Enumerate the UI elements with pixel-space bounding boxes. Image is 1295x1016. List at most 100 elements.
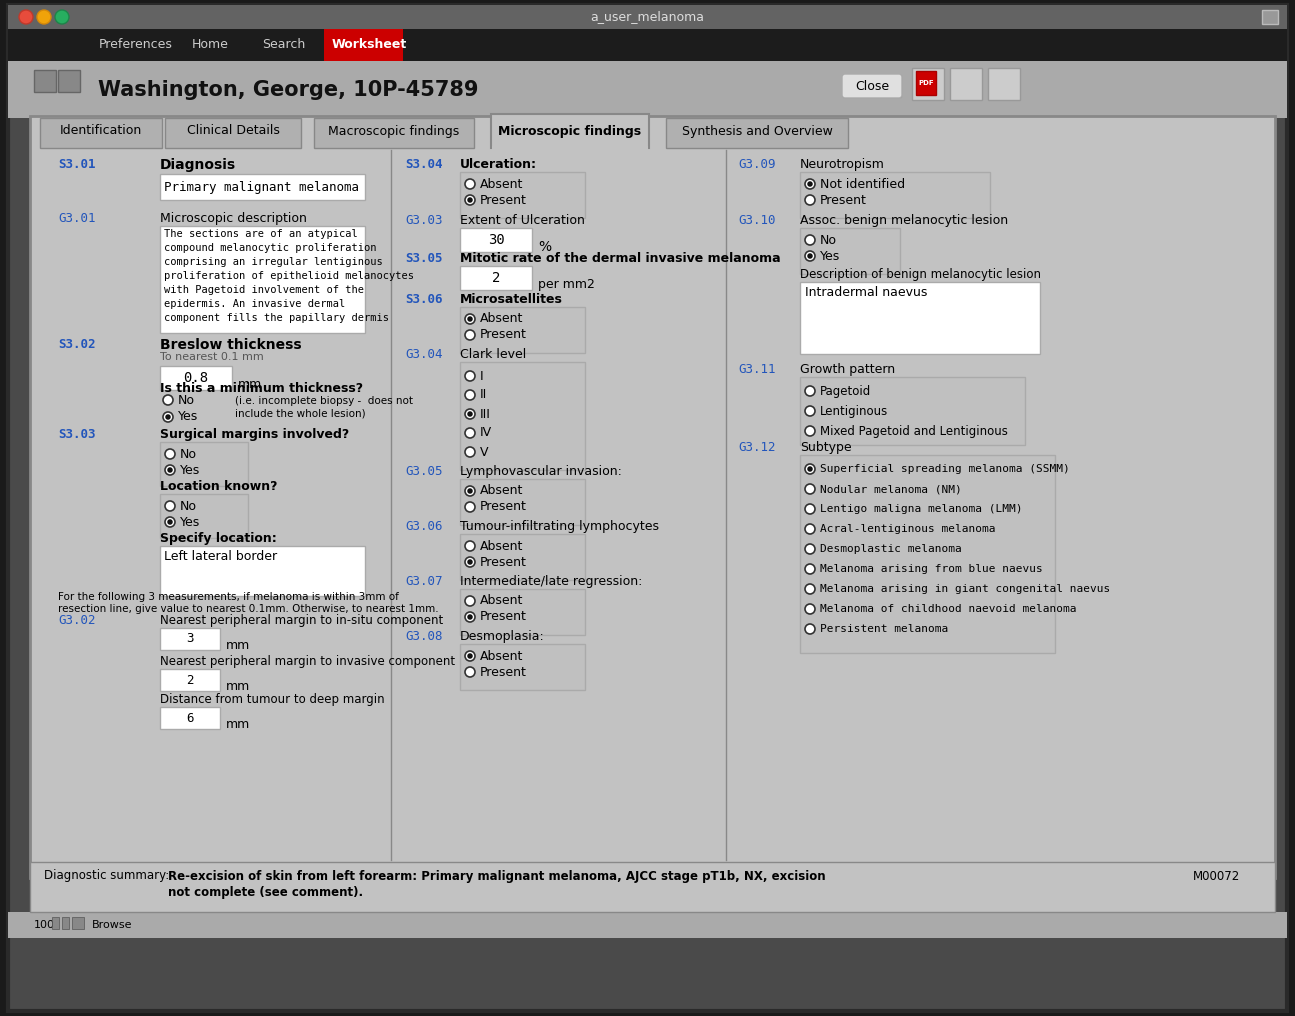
Text: Specify location:: Specify location: [161,532,277,545]
Circle shape [38,10,51,24]
Text: Synthesis and Overview: Synthesis and Overview [681,125,833,137]
Circle shape [805,386,815,396]
Circle shape [465,596,475,606]
Bar [8,61,1287,118]
Text: Absent: Absent [480,178,523,191]
Bar [951,68,982,100]
Circle shape [805,251,815,261]
Bar [666,118,848,148]
Bar [800,282,1040,354]
Text: Absent: Absent [480,485,523,498]
Bar [460,266,532,290]
Bar [161,707,220,729]
Text: V: V [480,445,488,458]
Text: Microsatellites: Microsatellites [460,293,563,306]
Text: compound melanocytic proliferation: compound melanocytic proliferation [164,243,377,253]
Circle shape [805,624,815,634]
Bar [161,546,365,596]
Text: Present: Present [820,193,866,206]
Circle shape [164,449,175,459]
Text: Extent of Ulceration: Extent of Ulceration [460,214,585,227]
Circle shape [164,501,175,511]
Text: Neurotropism: Neurotropism [800,158,884,171]
Text: II: II [480,388,487,401]
Text: S3.01: S3.01 [58,158,96,171]
Text: with Pagetoid involvement of the: with Pagetoid involvement of the [164,285,364,295]
Circle shape [467,316,473,322]
Text: G3.09: G3.09 [738,158,776,171]
Text: Present: Present [480,665,527,679]
Bar [8,29,1287,61]
Bar [324,29,403,61]
Text: M00072: M00072 [1193,870,1241,883]
Text: G3.02: G3.02 [58,614,96,627]
Text: IV: IV [480,427,492,440]
Text: Left lateral border: Left lateral border [164,550,277,563]
Text: G3.06: G3.06 [405,520,443,533]
Bar [40,118,162,148]
Text: mm: mm [227,680,250,693]
Circle shape [164,465,175,475]
Circle shape [805,504,815,514]
Text: Microscopic findings: Microscopic findings [499,125,641,137]
Text: G3.08: G3.08 [405,630,443,643]
Text: Lentiginous: Lentiginous [820,404,888,418]
Text: Absent: Absent [480,649,523,662]
Bar [460,644,585,690]
Circle shape [163,395,174,405]
Text: Intradermal naevus: Intradermal naevus [805,285,927,299]
Bar [800,172,989,218]
Circle shape [807,253,813,259]
Text: Re-excision of skin from left forearm: Primary malignant melanoma, AJCC stage pT: Re-excision of skin from left forearm: P… [168,870,826,883]
Text: Identification: Identification [60,125,142,137]
Circle shape [805,235,815,245]
Text: Tumour-infiltrating lymphocytes: Tumour-infiltrating lymphocytes [460,520,659,533]
Bar [460,362,585,470]
Text: Present: Present [480,501,527,513]
Circle shape [465,486,475,496]
Text: Breslow thickness: Breslow thickness [161,338,302,352]
Bar [843,75,901,97]
Bar [800,377,1026,445]
Text: To nearest 0.1 mm: To nearest 0.1 mm [161,352,264,362]
Text: The sections are of an atypical: The sections are of an atypical [164,229,357,239]
Text: Microscopic description: Microscopic description [161,212,307,225]
Text: Melanoma arising from blue naevus: Melanoma arising from blue naevus [820,564,1042,574]
Circle shape [467,559,473,565]
Text: 0.8: 0.8 [184,371,208,385]
Bar [313,118,474,148]
Text: G3.05: G3.05 [405,465,443,478]
Text: PDF: PDF [918,80,934,86]
Circle shape [807,466,813,471]
Bar [460,228,532,252]
Bar [988,68,1020,100]
Circle shape [465,371,475,381]
Text: Worksheet: Worksheet [332,39,407,52]
Text: No: No [820,234,837,247]
Circle shape [805,604,815,614]
Circle shape [19,10,32,24]
Text: Desmoplasia:: Desmoplasia: [460,630,545,643]
Text: comprising an irregular lentiginous: comprising an irregular lentiginous [164,257,383,267]
Circle shape [164,517,175,527]
Text: Assoc. benign melanocytic lesion: Assoc. benign melanocytic lesion [800,214,1008,227]
Bar [161,366,232,390]
Text: G3.03: G3.03 [405,214,443,227]
Circle shape [163,412,174,422]
Text: III: III [480,407,491,421]
Text: 100: 100 [34,920,54,930]
Text: S3.05: S3.05 [405,252,443,265]
Text: S3.02: S3.02 [58,338,96,351]
Circle shape [805,524,815,534]
Circle shape [805,195,815,205]
Circle shape [465,179,475,189]
Circle shape [465,330,475,340]
Text: Nearest peripheral margin to invasive component: Nearest peripheral margin to invasive co… [161,655,455,668]
Bar [8,5,1287,29]
Bar [62,917,69,929]
Text: Melanoma of childhood naevoid melanoma: Melanoma of childhood naevoid melanoma [820,604,1076,614]
Text: Desmoplastic melanoma: Desmoplastic melanoma [820,544,962,554]
Circle shape [805,544,815,554]
Text: G3.07: G3.07 [405,575,443,588]
Text: Browse: Browse [92,920,132,930]
